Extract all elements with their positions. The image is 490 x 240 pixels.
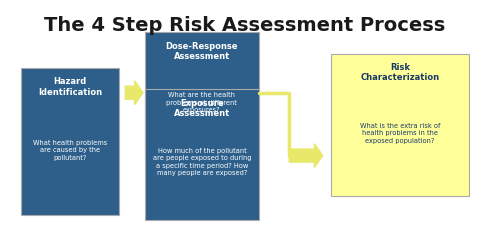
FancyBboxPatch shape [145,32,259,158]
Text: Dose-Response
Assessment: Dose-Response Assessment [166,42,238,61]
Text: Exposure
Assessment: Exposure Assessment [174,99,230,118]
FancyArrow shape [125,81,143,105]
Text: What are the health
problems at different
exposures?: What are the health problems at differen… [167,92,237,113]
Text: The 4 Step Risk Assessment Process: The 4 Step Risk Assessment Process [45,16,445,35]
Text: How much of the pollutant
are people exposed to during
a specific time period? H: How much of the pollutant are people exp… [153,148,251,176]
Text: Risk
Characterization: Risk Characterization [360,63,440,83]
Text: What health problems
are caused by the
pollutant?: What health problems are caused by the p… [33,140,107,161]
FancyBboxPatch shape [145,89,259,220]
Text: What is the extra risk of
health problems in the
exposed population?: What is the extra risk of health problem… [360,123,440,144]
FancyArrow shape [289,144,323,168]
Text: Hazard
Identification: Hazard Identification [38,77,102,97]
FancyBboxPatch shape [22,68,119,215]
FancyBboxPatch shape [331,54,468,196]
